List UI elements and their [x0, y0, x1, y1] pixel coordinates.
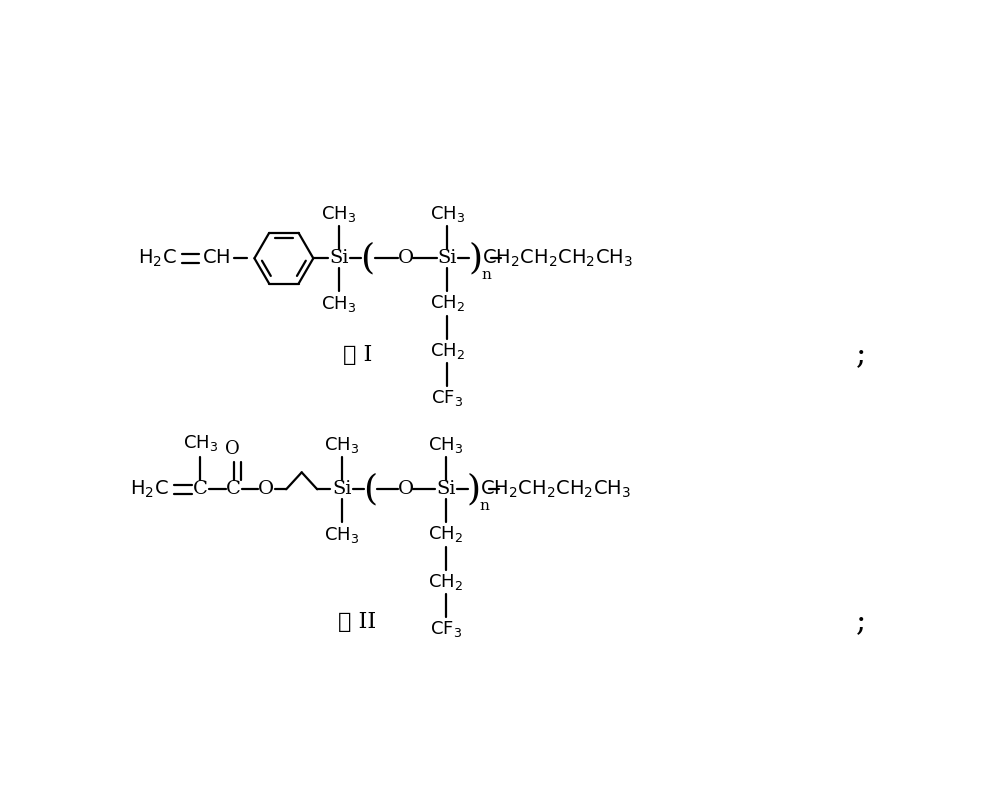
- Text: $\mathrm{CH_3}$: $\mathrm{CH_3}$: [428, 435, 463, 455]
- Text: $\mathrm{CH_2CH_2CH_2CH_3}$: $\mathrm{CH_2CH_2CH_2CH_3}$: [482, 248, 633, 269]
- Text: C: C: [226, 480, 241, 498]
- Text: ;: ;: [856, 339, 866, 370]
- Text: 式 II: 式 II: [338, 611, 377, 633]
- Text: (: (: [363, 472, 377, 506]
- Text: $\mathrm{CH}$: $\mathrm{CH}$: [202, 249, 231, 267]
- Text: $\mathrm{CH_3}$: $\mathrm{CH_3}$: [321, 204, 357, 223]
- Text: $\mathrm{H_2C}$: $\mathrm{H_2C}$: [138, 248, 177, 269]
- Text: $\mathrm{CH_3}$: $\mathrm{CH_3}$: [324, 435, 360, 455]
- Text: (: (: [361, 242, 375, 276]
- Text: Si: Si: [438, 249, 457, 267]
- Text: n: n: [480, 499, 490, 513]
- Text: $\mathrm{CF_3}$: $\mathrm{CF_3}$: [431, 388, 463, 409]
- Text: 式 I: 式 I: [343, 344, 372, 366]
- Text: $\mathrm{CF_3}$: $\mathrm{CF_3}$: [430, 619, 462, 639]
- Text: ): ): [467, 472, 481, 506]
- Text: ;: ;: [856, 606, 866, 638]
- Text: n: n: [481, 268, 491, 282]
- Text: O: O: [258, 480, 274, 498]
- Text: O: O: [397, 480, 414, 498]
- Text: O: O: [225, 440, 240, 459]
- Text: Si: Si: [436, 480, 456, 498]
- Text: $\mathrm{CH_3}$: $\mathrm{CH_3}$: [183, 433, 218, 453]
- Text: C: C: [193, 480, 208, 498]
- Text: Si: Si: [332, 480, 352, 498]
- Text: O: O: [397, 249, 414, 267]
- Text: Si: Si: [329, 249, 349, 267]
- Text: $\mathrm{CH_2}$: $\mathrm{CH_2}$: [428, 572, 463, 592]
- Text: $\mathrm{CH_2CH_2CH_2CH_3}$: $\mathrm{CH_2CH_2CH_2CH_3}$: [480, 478, 631, 500]
- Text: $\mathrm{CH_3}$: $\mathrm{CH_3}$: [430, 204, 465, 223]
- Text: $\mathrm{CH_3}$: $\mathrm{CH_3}$: [321, 295, 357, 314]
- Text: $\mathrm{H_2C}$: $\mathrm{H_2C}$: [130, 478, 169, 500]
- Text: ): ): [468, 242, 482, 276]
- Text: $\mathrm{CH_3}$: $\mathrm{CH_3}$: [324, 525, 360, 546]
- Text: $\mathrm{CH_2}$: $\mathrm{CH_2}$: [428, 524, 463, 544]
- Text: $\mathrm{CH_2}$: $\mathrm{CH_2}$: [430, 341, 465, 360]
- Text: $\mathrm{CH_2}$: $\mathrm{CH_2}$: [430, 293, 465, 313]
